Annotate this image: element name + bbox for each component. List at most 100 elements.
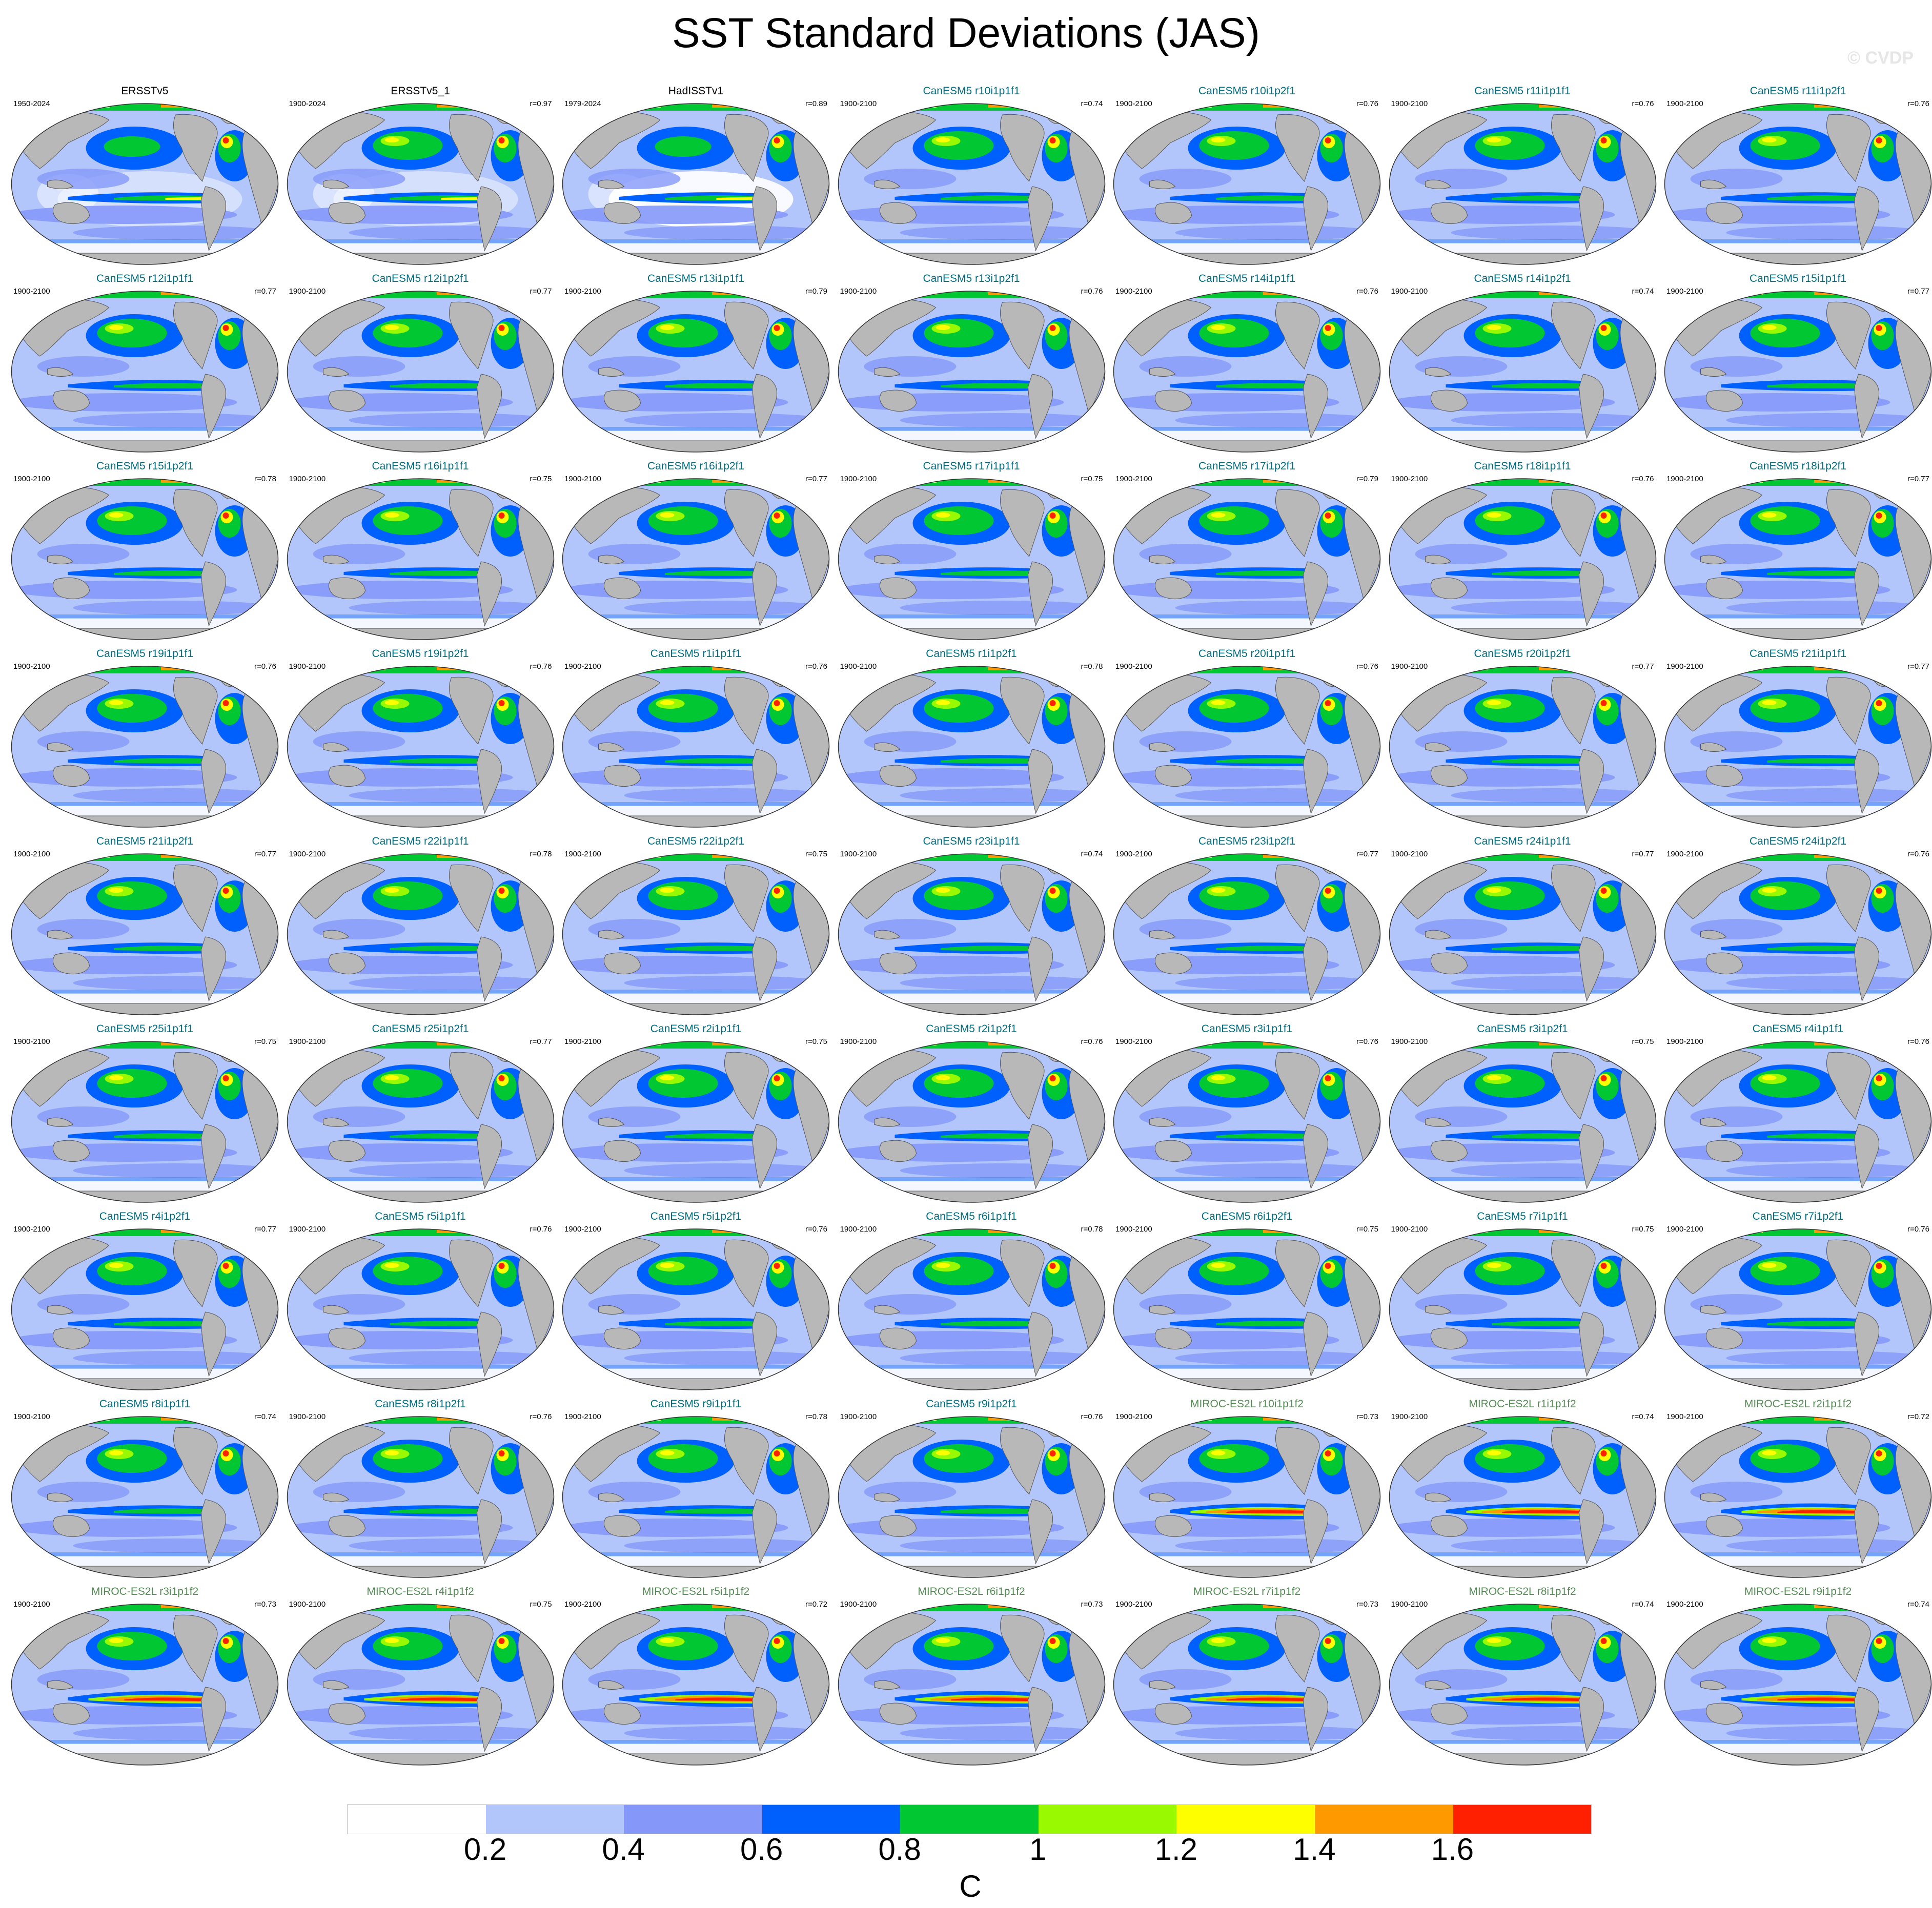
panel-correlation: r=0.76 xyxy=(530,1412,552,1421)
panel-title: CanESM5 r25i1p2f1 xyxy=(372,1023,469,1035)
panel-correlation: r=0.75 xyxy=(530,475,552,483)
panel-title: CanESM5 r16i1p2f1 xyxy=(647,460,745,472)
panel-title: CanESM5 r25i1p1f1 xyxy=(96,1023,194,1035)
map-panel: CanESM5 r18i1p2f1 1900-2100 r=0.77 xyxy=(1660,460,1932,645)
panel-period: 1900-2100 xyxy=(564,1600,601,1609)
sst-stddev-map xyxy=(287,478,554,640)
panel-period: 1900-2100 xyxy=(1391,850,1428,858)
sst-stddev-map xyxy=(1113,1604,1381,1766)
colorbar-tick-label: 0.4 xyxy=(602,1832,645,1866)
map-panel: CanESM5 r5i1p1f1 1900-2100 r=0.76 xyxy=(283,1211,558,1395)
panel-period: 1900-2100 xyxy=(564,475,601,483)
panel-correlation: r=0.74 xyxy=(1632,1600,1654,1609)
panel-period: 1900-2100 xyxy=(13,1600,50,1609)
map-panel: CanESM5 r24i1p1f1 1900-2100 r=0.77 xyxy=(1385,835,1660,1020)
panel-correlation: r=0.76 xyxy=(530,662,552,671)
panel-title: MIROC-ES2L r4i1p1f2 xyxy=(367,1586,474,1597)
sst-stddev-map xyxy=(287,1228,554,1390)
panel-title: CanESM5 r19i1p1f1 xyxy=(96,648,194,660)
colorbar-swatch xyxy=(485,1805,624,1834)
panel-title: CanESM5 r11i1p2f1 xyxy=(1750,85,1846,97)
panel-period: 1900-2100 xyxy=(13,475,50,483)
panel-period: 1900-2100 xyxy=(1115,99,1152,108)
panel-title: CanESM5 r2i1p1f1 xyxy=(650,1023,742,1035)
panel-correlation: r=0.73 xyxy=(1081,1600,1103,1609)
sst-stddev-map xyxy=(1389,1604,1656,1766)
sst-stddev-map xyxy=(11,666,279,828)
sst-stddev-map xyxy=(1113,103,1381,265)
map-panel: CanESM5 r25i1p1f1 1900-2100 r=0.75 xyxy=(7,1023,282,1207)
panel-title: MIROC-ES2L r2i1p1f2 xyxy=(1744,1398,1852,1410)
sst-stddev-map xyxy=(287,1041,554,1203)
panel-title: CanESM5 r5i1p1f1 xyxy=(375,1211,466,1222)
panel-title: CanESM5 r1i1p1f1 xyxy=(650,648,742,660)
sst-stddev-map xyxy=(1113,1416,1381,1578)
panel-title: ERSSTv5_1 xyxy=(391,85,450,97)
panel-correlation: r=0.76 xyxy=(1081,287,1103,296)
sst-stddev-map xyxy=(1113,853,1381,1015)
sst-stddev-map xyxy=(562,291,830,453)
panel-correlation: r=0.74 xyxy=(1907,1600,1929,1609)
panel-correlation: r=0.75 xyxy=(254,1037,276,1046)
panel-period: 1900-2100 xyxy=(13,662,50,671)
panel-correlation: r=0.77 xyxy=(254,850,276,858)
panel-title: CanESM5 r4i1p1f1 xyxy=(1752,1023,1844,1035)
page-title: SST Standard Deviations (JAS) xyxy=(672,10,1260,56)
panel-period: 1900-2100 xyxy=(840,1037,877,1046)
panel-period: 1900-2100 xyxy=(564,287,601,296)
panel-correlation: r=0.75 xyxy=(1632,1037,1654,1046)
panel-correlation: r=0.72 xyxy=(805,1600,827,1609)
map-panel: CanESM5 r24i1p2f1 1900-2100 r=0.76 xyxy=(1660,835,1932,1020)
panel-period: 1900-2100 xyxy=(289,1600,326,1609)
panel-title: CanESM5 r21i1p2f1 xyxy=(96,835,194,847)
map-panel: CanESM5 r4i1p1f1 1900-2100 r=0.76 xyxy=(1660,1023,1932,1207)
sst-stddev-map xyxy=(562,666,830,828)
panel-period: 1900-2100 xyxy=(1666,475,1703,483)
colorbar-tick-label: 0.8 xyxy=(878,1832,921,1866)
map-panel: CanESM5 r20i1p1f1 1900-2100 r=0.76 xyxy=(1109,648,1385,832)
panel-correlation: r=0.76 xyxy=(805,1225,827,1234)
map-panel: MIROC-ES2L r2i1p1f2 1900-2100 r=0.72 xyxy=(1660,1398,1932,1583)
map-panel-grid: ERSSTv5 1950-2024 ERSSTv5_1 1900-2024 r=0.97… xyxy=(7,85,1932,1766)
map-panel: CanESM5 r1i1p1f1 1900-2100 r=0.76 xyxy=(558,648,833,832)
colorbar-tick-label: 1 xyxy=(1029,1832,1047,1866)
panel-title: CanESM5 r13i1p1f1 xyxy=(647,273,745,284)
colorbar-tick-label: 1.6 xyxy=(1431,1832,1474,1866)
colorbar-swatch xyxy=(900,1805,1039,1834)
panel-period: 1900-2100 xyxy=(1115,475,1152,483)
map-panel: CanESM5 r6i1p1f1 1900-2100 r=0.78 xyxy=(834,1211,1109,1395)
panel-period: 1900-2100 xyxy=(840,1225,877,1234)
map-panel: CanESM5 r8i1p2f1 1900-2100 r=0.76 xyxy=(283,1398,558,1583)
sst-stddev-map xyxy=(838,478,1105,640)
panel-period: 1900-2100 xyxy=(1115,1225,1152,1234)
panel-title: CanESM5 r17i1p1f1 xyxy=(923,460,1020,472)
panel-title: CanESM5 r13i1p2f1 xyxy=(923,273,1020,284)
panel-correlation: r=0.76 xyxy=(1907,1037,1929,1046)
panel-period: 1900-2100 xyxy=(840,287,877,296)
panel-period: 1900-2100 xyxy=(1391,1037,1428,1046)
panel-title: CanESM5 r20i1p2f1 xyxy=(1474,648,1571,660)
sst-stddev-map xyxy=(1113,666,1381,828)
panel-period: 1900-2100 xyxy=(1391,1600,1428,1609)
panel-title: CanESM5 r1i1p2f1 xyxy=(926,648,1017,660)
panel-correlation: r=0.74 xyxy=(1081,99,1103,108)
map-panel: CanESM5 r14i1p1f1 1900-2100 r=0.76 xyxy=(1109,273,1385,457)
map-panel: CanESM5 r17i1p1f1 1900-2100 r=0.75 xyxy=(834,460,1109,645)
map-panel: CanESM5 r7i1p2f1 1900-2100 r=0.76 xyxy=(1660,1211,1932,1395)
panel-period: 1900-2100 xyxy=(1391,287,1428,296)
panel-title: CanESM5 r11i1p1f1 xyxy=(1474,85,1571,97)
sst-stddev-map xyxy=(287,291,554,453)
panel-title: CanESM5 r10i1p2f1 xyxy=(1198,85,1296,97)
panel-title: CanESM5 r22i1p2f1 xyxy=(647,835,745,847)
sst-stddev-map xyxy=(562,1416,830,1578)
panel-correlation: r=0.76 xyxy=(1356,1037,1378,1046)
sst-stddev-map xyxy=(838,291,1105,453)
panel-period: 1900-2100 xyxy=(13,1412,50,1421)
panel-period: 1900-2100 xyxy=(840,662,877,671)
panel-title: MIROC-ES2L r6i1p1f2 xyxy=(918,1586,1025,1597)
sst-stddev-map xyxy=(562,1604,830,1766)
panel-correlation: r=0.77 xyxy=(1907,287,1929,296)
panel-correlation: r=0.75 xyxy=(1632,1225,1654,1234)
colorbar-swatch xyxy=(1038,1805,1177,1834)
panel-period: 1950-2024 xyxy=(13,99,50,108)
